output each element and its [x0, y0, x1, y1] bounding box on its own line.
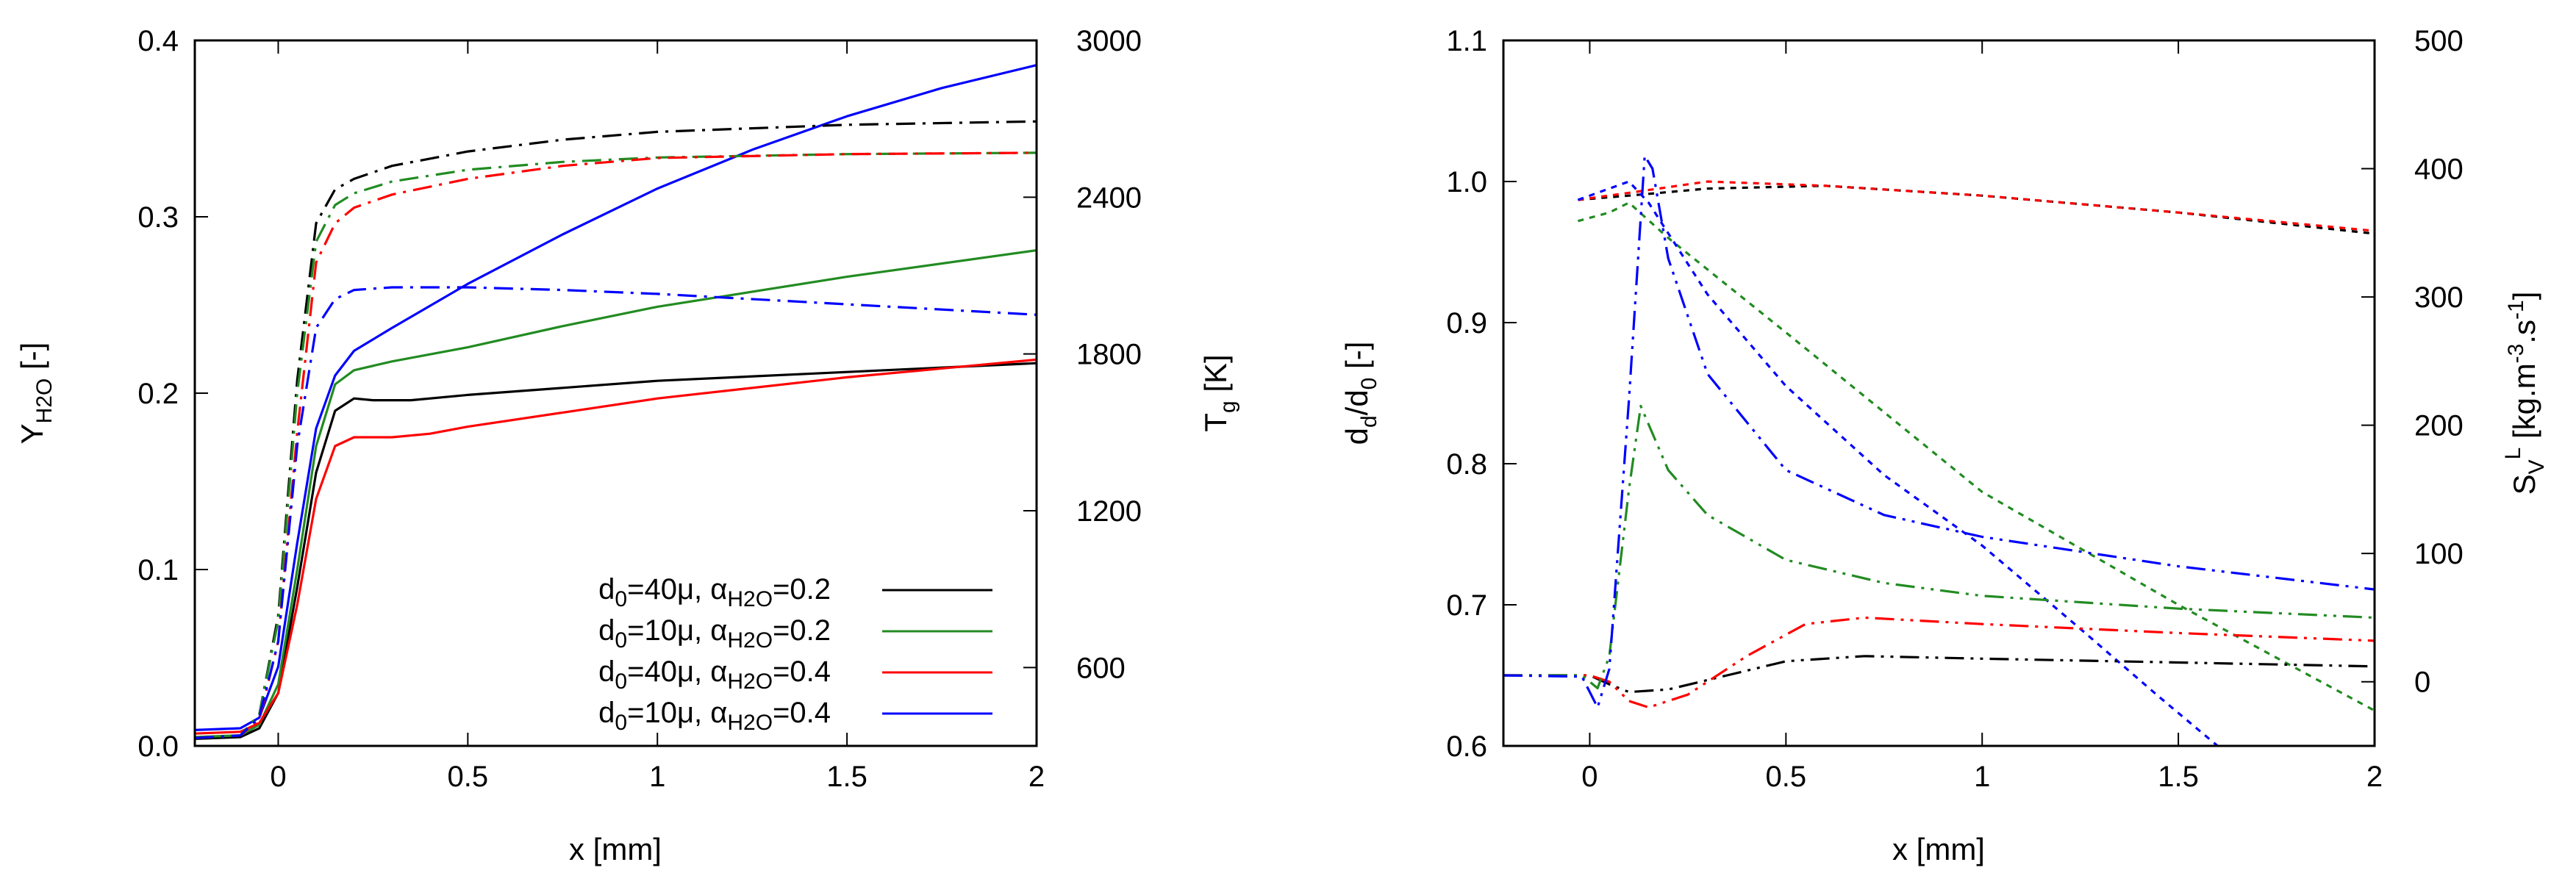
y2-tick-label: 1800	[1076, 339, 1142, 371]
left-y-axis-label: YH2O [-]	[15, 342, 57, 445]
left-chart: 0 0.5 1 1.5 2 0.0 0.1 0.2 0.3 0.4 600 1200 1800 240…	[15, 25, 1240, 866]
y-tick-label: 0.8	[1446, 448, 1487, 481]
svg-text:d0=40μ, αH2O=0.2: d0=40μ, αH2O=0.2	[598, 573, 831, 611]
legend-entry: d0=10μ, αH2O=0.4	[598, 697, 992, 735]
y-tick-label: 0.3	[137, 201, 179, 234]
y2-tick-label: 3000	[1076, 25, 1142, 57]
y2-tick-label: 400	[2414, 154, 2464, 186]
y2-tick-label: 0	[2414, 667, 2430, 699]
y-tick-label: 0.1	[137, 554, 179, 586]
x-tick-label: 1	[1974, 761, 1990, 793]
left-x-axis-label: x [mm]	[569, 832, 662, 866]
y-tick-label: 1.0	[1446, 166, 1487, 198]
y2-tick-label: 100	[2414, 538, 2464, 570]
x-tick-label: 2	[1028, 761, 1045, 793]
y2-tick-label: 2400	[1076, 182, 1142, 214]
y2-tick-label: 500	[2414, 25, 2464, 57]
right-y-ticks: 0.6 0.7 0.8 0.9 1.0 1.1	[1446, 25, 1517, 763]
svg-text:d0=10μ, αH2O=0.4: d0=10μ, αH2O=0.4	[598, 697, 831, 735]
x-tick-label: 1	[649, 761, 665, 793]
svg-text:d0=10μ, αH2O=0.2: d0=10μ, αH2O=0.2	[598, 614, 831, 653]
y2-tick-label: 200	[2414, 410, 2464, 442]
y-tick-label: 0.0	[137, 730, 179, 763]
x-tick-label: 0	[270, 761, 286, 793]
legend-entry: d0=10μ, αH2O=0.2	[598, 614, 992, 653]
series-line	[1578, 180, 2375, 232]
series-line	[195, 358, 1037, 735]
left-chart-series	[195, 64, 1037, 740]
series-line	[195, 151, 1037, 739]
series-line	[195, 286, 1037, 739]
y-tick-label: 0.9	[1446, 307, 1487, 340]
x-tick-label: 0.5	[448, 761, 489, 793]
right-chart: 0 0.5 1 1.5 2 0.6 0.7 0.8 0.9 1.0 1.1 0 100 200 300 4…	[1339, 25, 2549, 866]
legend-entry: d0=40μ, αH2O=0.4	[598, 656, 992, 694]
series-line	[1577, 201, 2375, 712]
y-tick-label: 1.1	[1446, 25, 1487, 57]
right-x-axis-label: x [mm]	[1892, 832, 1985, 866]
right-y-axis-label: dd/d0 [-]	[1339, 342, 1381, 445]
left-y2-axis-label: Tg [K]	[1198, 354, 1240, 431]
right-y2-ticks: 0 100 200 300 400 500	[2361, 25, 2464, 699]
left-y2-ticks: 600 1200 1800 2400 3000	[1023, 25, 1142, 684]
right-chart-frame	[1502, 39, 2376, 747]
y2-tick-label: 600	[1076, 652, 1126, 684]
y2-tick-label: 1200	[1076, 495, 1142, 528]
left-y-ticks: 0.0 0.1 0.2 0.3 0.4	[137, 25, 208, 763]
series-line	[1503, 616, 2375, 709]
x-tick-label: 2	[2366, 761, 2383, 793]
svg-text:d0=40μ, αH2O=0.4: d0=40μ, αH2O=0.4	[598, 656, 831, 694]
series-line	[1503, 655, 2375, 694]
series-line	[195, 249, 1037, 739]
series-line	[1577, 180, 2219, 746]
x-tick-label: 1.5	[2158, 761, 2199, 793]
legend-entry: d0=40μ, αH2O=0.2	[598, 573, 992, 611]
series-line	[1578, 184, 2375, 235]
series-line	[195, 362, 1037, 740]
y-tick-label: 0.6	[1446, 730, 1487, 763]
right-chart-series	[1503, 154, 2375, 746]
series-line	[195, 64, 1037, 731]
y-tick-label: 0.4	[137, 25, 179, 57]
y-tick-label: 0.7	[1446, 589, 1487, 622]
series-line	[1503, 154, 2375, 709]
x-tick-label: 0.5	[1766, 761, 1807, 793]
series-line	[1503, 404, 2375, 690]
right-y2-axis-label: SVL [kg.m-3.s-1]	[2501, 292, 2549, 495]
right-x-ticks: 0 0.5 1 1.5 2	[1581, 40, 2383, 793]
y2-tick-label: 300	[2414, 281, 2464, 314]
left-x-ticks: 0 0.5 1 1.5 2	[270, 40, 1045, 793]
legend: d0=40μ, αH2O=0.2 d0=10μ, αH2O=0.2 d0=40μ…	[598, 573, 992, 735]
x-tick-label: 0	[1581, 761, 1598, 793]
x-tick-label: 1.5	[826, 761, 867, 793]
y-tick-label: 0.2	[137, 378, 179, 410]
